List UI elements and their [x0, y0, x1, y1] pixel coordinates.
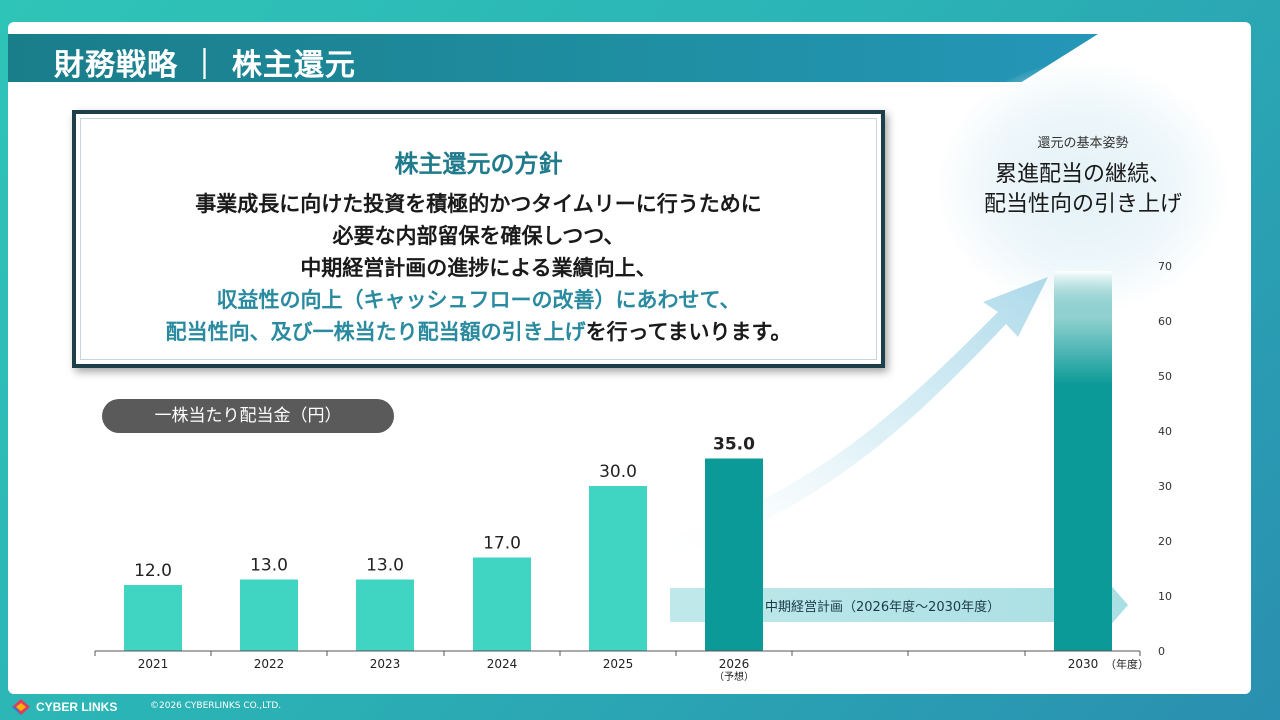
- policy-heading: 株主還元の方針: [394, 150, 563, 178]
- bar-2030: [1054, 271, 1112, 651]
- category-label-2021: 2021: [138, 657, 169, 671]
- bar-2021: [124, 585, 182, 651]
- y-tick-label-6: 60: [1158, 315, 1172, 328]
- y-tick-label-4: 40: [1158, 425, 1172, 438]
- plan-period-arrow: 中期経営計画（2026年度～2030年度）: [670, 582, 1128, 628]
- policy-line-5-highlight: 配当性向、及び一株当たり配当額の引き上げ: [165, 320, 586, 344]
- value-label-2022: 13.0: [250, 556, 288, 576]
- logo-mark-icon: [12, 699, 30, 715]
- y-tick-label-3: 30: [1158, 480, 1172, 493]
- stance-glow: [938, 62, 1228, 312]
- category-label-2026: 2026: [719, 657, 750, 671]
- category-label-2022: 2022: [254, 657, 285, 671]
- y-tick-label-1: 10: [1158, 590, 1172, 603]
- value-label-2026: 35.0: [713, 435, 755, 455]
- category-label-2025: 2025: [603, 657, 634, 671]
- bar-2025: [589, 486, 647, 651]
- policy-line-5-rest: を行ってまいります。: [585, 320, 792, 344]
- title-bar: 財務戦略 ｜ 株主還元: [8, 34, 1098, 82]
- value-label-2025: 30.0: [599, 462, 637, 482]
- bar-2023: [356, 579, 414, 651]
- chart-title-pill: 一株当たり配当金（円）: [102, 399, 394, 433]
- growth-arrow: [648, 277, 1048, 562]
- policy-line-1: 事業成長に向けた投資を積極的かつタイムリーに行うために: [195, 192, 762, 216]
- logo-text: CYBER LINKS: [36, 700, 118, 714]
- company-logo: CYBER LINKS: [10, 696, 117, 718]
- policy-inner-border: [80, 118, 877, 360]
- policy-line-5: 配当性向、及び一株当たり配当額の引き上げを行ってまいります。: [76, 316, 881, 346]
- y-tick-label-2: 20: [1158, 535, 1172, 548]
- category-label-2024: 2024: [487, 657, 518, 671]
- value-label-2021: 12.0: [134, 561, 172, 581]
- policy-line-2: 必要な内部留保を確保しつつ、: [332, 224, 625, 248]
- bar-2026: [705, 458, 763, 651]
- stance-line-2: 配当性向の引き上げ: [983, 192, 1182, 217]
- bar-2022: [240, 579, 298, 651]
- dividend-bar-chart: 中期経営計画（2026年度～2030年度） 12.0 13.0 13.0 17.0 30…: [94, 260, 1172, 683]
- copyright: ©2026 CYBERLINKS CO.,LTD.: [150, 701, 282, 711]
- y-tick-label-7: 70: [1158, 260, 1172, 273]
- policy-line-4: 収益性の向上（キャッシュフローの改善）にあわせて、: [216, 288, 741, 312]
- slide-card: 財務戦略 ｜ 株主還元 株主還元の方針 事業成長に向けた投資を積極的かつタイムリ…: [8, 22, 1251, 694]
- policy-line-3: 中期経営計画の進捗による業績向上、: [300, 256, 657, 280]
- category-label-2030: 2030: [1068, 657, 1099, 671]
- y-tick-label-5: 50: [1158, 370, 1172, 383]
- bar-2024: [473, 557, 531, 651]
- policy-box: 株主還元の方針 事業成長に向けた投資を積極的かつタイムリーに行うために 必要な内…: [72, 110, 885, 368]
- category-label-2023: 2023: [370, 657, 401, 671]
- stance-text: 累進配当の継続、 配当性向の引き上げ: [938, 160, 1228, 220]
- x-unit-label: （年度）: [1105, 657, 1149, 671]
- page-title: 財務戦略 ｜ 株主還元: [54, 48, 356, 83]
- value-label-2023: 13.0: [366, 556, 404, 576]
- value-label-2024: 17.0: [483, 534, 521, 554]
- bars-layer: 12.0 13.0 13.0 17.0 30.0 35.0: [124, 271, 1112, 651]
- category-sublabel-2026: （予想）: [714, 670, 754, 683]
- y-tick-label-0: 0: [1158, 645, 1165, 658]
- stance-label: 還元の基本姿勢: [1037, 136, 1129, 151]
- plan-period-label: 中期経営計画（2026年度～2030年度）: [765, 599, 1000, 615]
- stance-line-1: 累進配当の継続、: [994, 162, 1171, 187]
